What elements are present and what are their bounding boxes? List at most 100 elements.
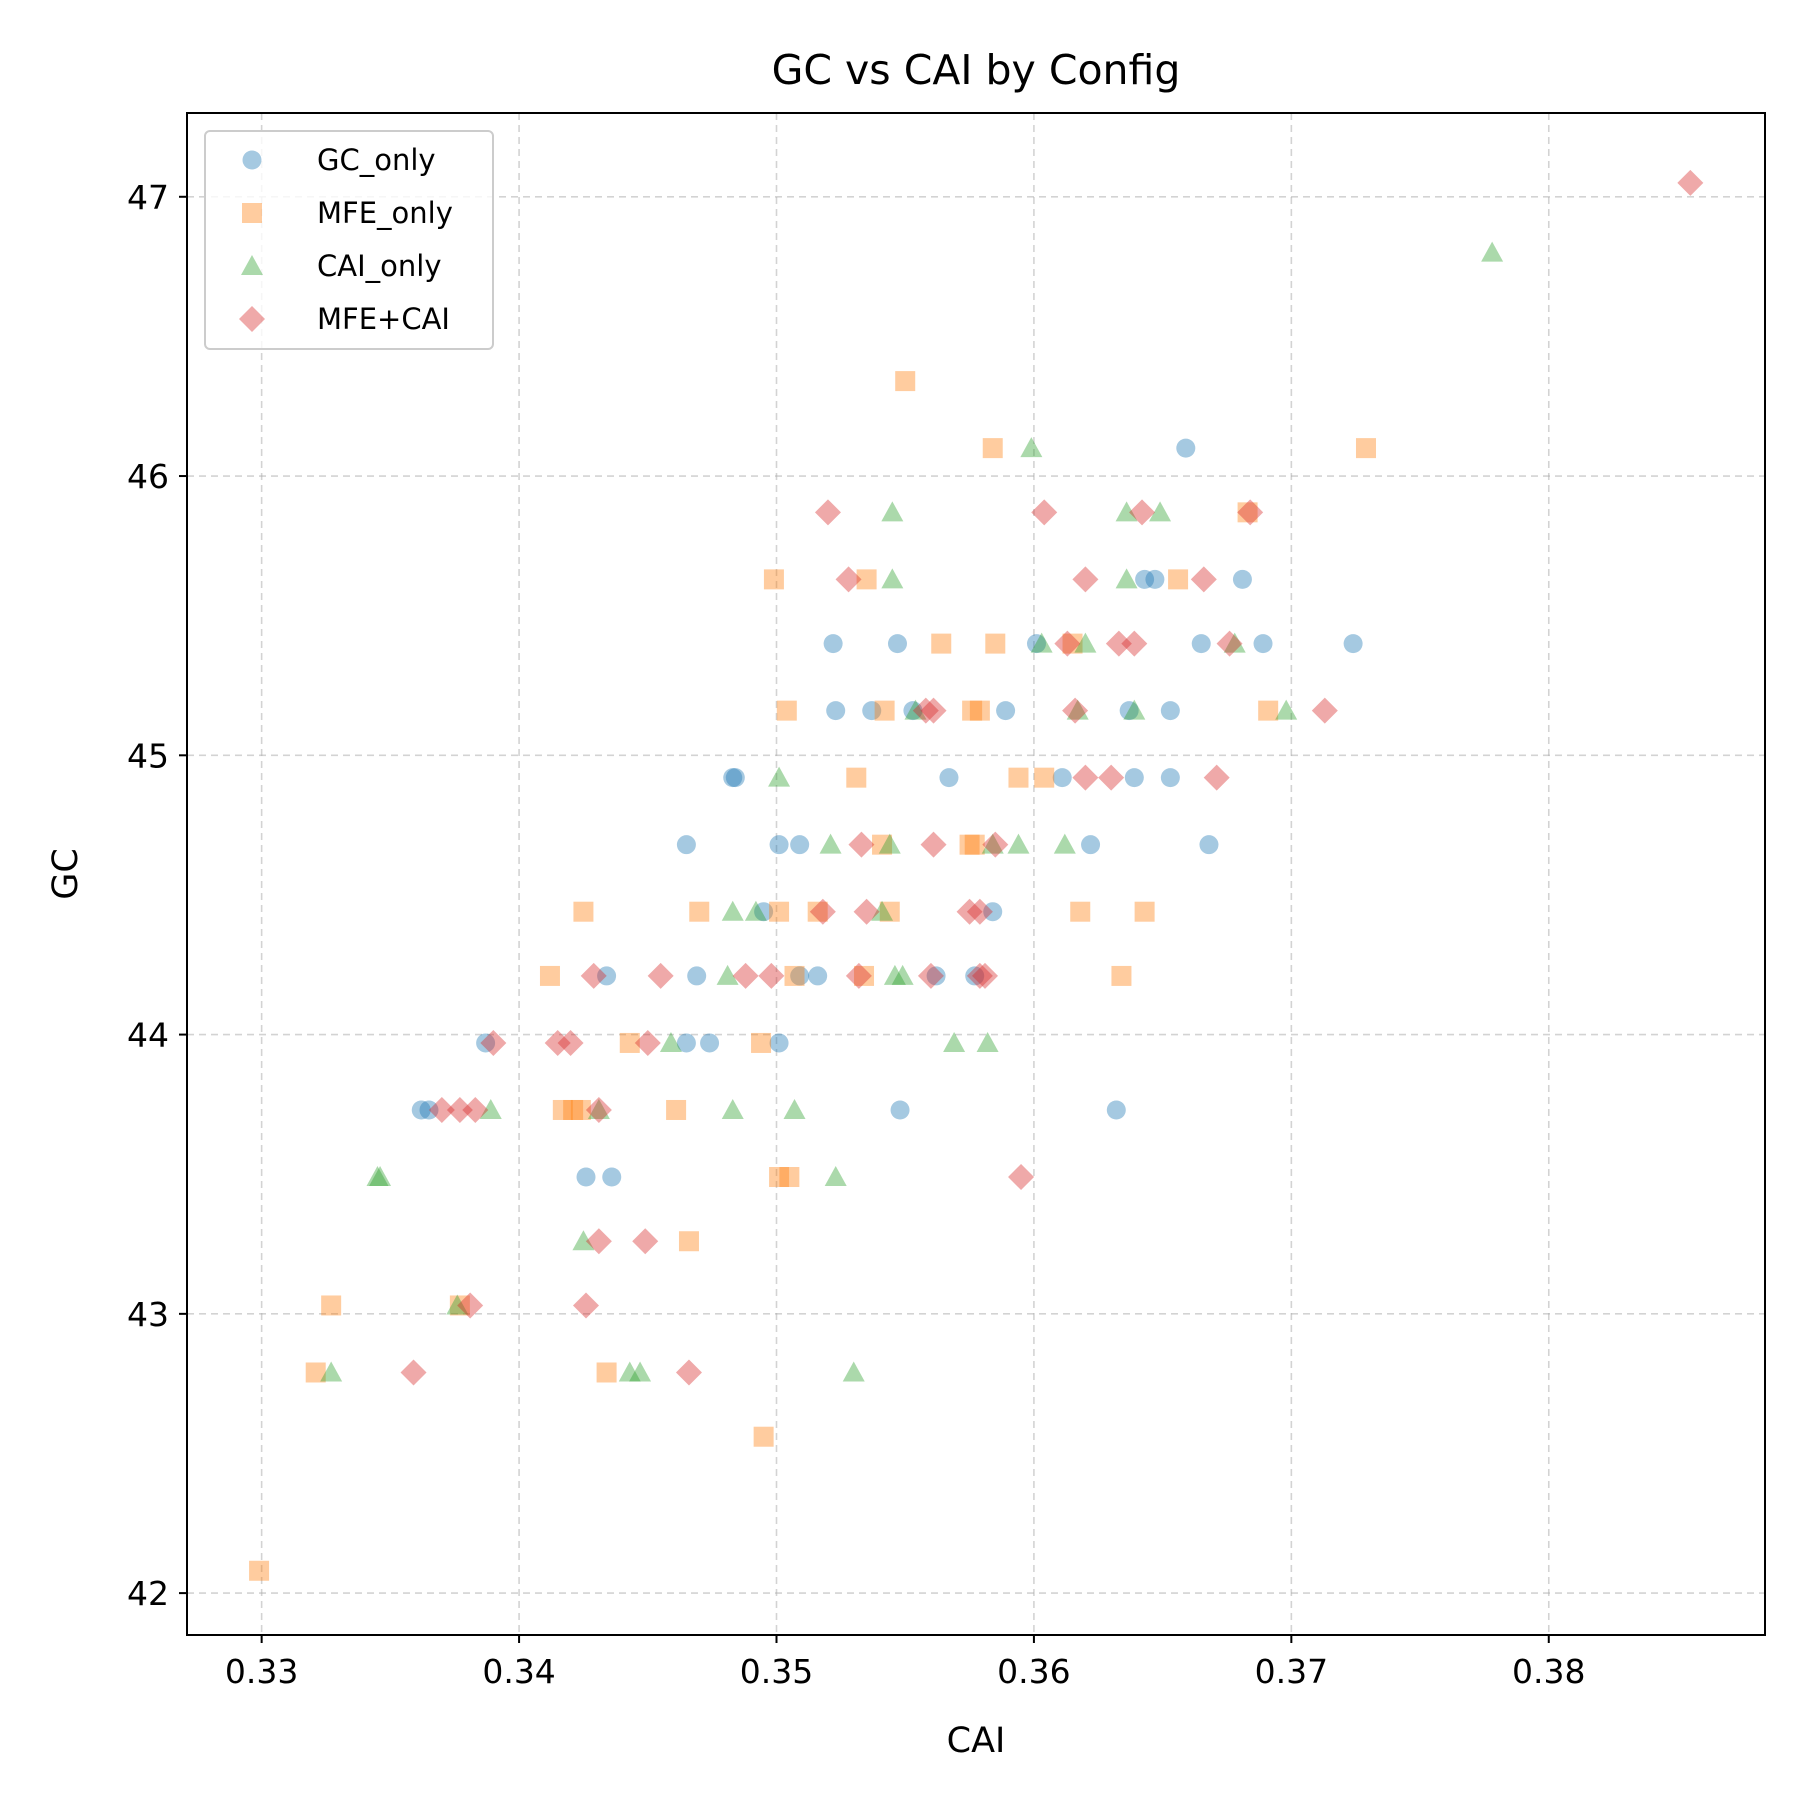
cai-only-point: [1275, 699, 1298, 720]
gc-only-point: [1160, 768, 1180, 788]
gc-only-point: [1191, 634, 1211, 654]
cai-only-point: [744, 900, 767, 921]
legend-marker-mfe-only: [242, 203, 262, 223]
gc-only-point: [602, 1167, 622, 1187]
mfe-cai-point: [920, 831, 947, 858]
mfe-cai-point: [1072, 566, 1099, 593]
gc-only-point: [1145, 569, 1165, 589]
gc-only-point: [769, 835, 789, 855]
cai-only-point: [572, 1230, 595, 1251]
cai-only-point: [1074, 632, 1097, 653]
mfe-only-point: [985, 633, 1006, 654]
mfe-only-point: [969, 700, 990, 721]
mfe-cai-point: [845, 962, 872, 989]
mfe-only-point: [856, 569, 877, 590]
cai-only-point: [1030, 632, 1053, 653]
cai-only-point: [587, 1098, 610, 1119]
mfe-only-point: [1355, 438, 1376, 459]
gc-only-point: [1106, 1100, 1126, 1120]
mfe-only-point: [763, 569, 784, 590]
mfe-only-point: [1034, 767, 1055, 788]
mfe-cai-point: [809, 898, 836, 925]
axis-ticks: 0.33 0.34 0.35 0.36 0.37 0.38 42 43 44 45 46 47: [127, 178, 1586, 1691]
cai-only-point: [721, 1098, 744, 1119]
gc-only-point: [887, 634, 907, 654]
legend-marker-gc-only: [242, 150, 262, 170]
mfe-only-point: [769, 901, 790, 922]
mfe-cai-point: [400, 1359, 427, 1386]
legend: GC_only MFE_only CAI_only MFE+CAI: [204, 130, 494, 350]
mfe-only-point: [854, 965, 875, 986]
x-tick-label: 0.36: [997, 1652, 1070, 1691]
legend-label-mfe-cai: MFE+CAI: [317, 302, 450, 336]
mfe-cai-point: [1677, 169, 1704, 196]
mfe-cai-point: [457, 1292, 484, 1319]
gc-only-point: [1160, 701, 1180, 721]
mfe-cai-point: [557, 1029, 584, 1056]
mfe-only-point: [570, 1099, 591, 1120]
cai-only-point: [1481, 241, 1504, 262]
mfe-cai-point: [1216, 630, 1243, 657]
gc-only-point: [723, 768, 743, 788]
mfe-cai-point: [1098, 764, 1125, 791]
mfe-only-point: [776, 700, 797, 721]
mfe-cai-point: [1105, 630, 1132, 657]
cai-only-point: [1020, 437, 1043, 458]
cai-only-point: [1115, 568, 1138, 589]
x-tick-label: 0.35: [740, 1652, 813, 1691]
gc-only-point: [576, 1167, 596, 1187]
mfe-cai-point: [1062, 697, 1089, 724]
mfe-only-point: [1134, 901, 1155, 922]
mfe-cai-point: [758, 962, 785, 989]
mfe-cai-point: [972, 962, 999, 989]
cai-only-point: [1066, 699, 1089, 720]
mfe-only-point: [846, 767, 867, 788]
gc-only-point: [1343, 634, 1363, 654]
mfe-cai-point: [1121, 630, 1148, 657]
gc-only-point: [1232, 569, 1252, 589]
y-axis-label: GC: [46, 848, 86, 900]
mfe-cai-point: [956, 898, 983, 925]
gc-only-point: [1199, 835, 1219, 855]
gc-only-point: [676, 835, 696, 855]
gc-only-point: [862, 701, 882, 721]
mfe-cai-point: [647, 962, 674, 989]
gc-only-point: [676, 1033, 696, 1053]
mfe-only-point: [784, 965, 805, 986]
legend-marker-mfe-cai: [239, 306, 265, 332]
data-points: [249, 169, 1704, 1581]
cai-only-point: [320, 1361, 343, 1382]
mfe-cai-point: [585, 1228, 612, 1255]
mfe-only-point: [619, 1032, 640, 1053]
mfe-only-point: [1070, 901, 1091, 922]
gc-only-point: [1124, 768, 1144, 788]
gc-only-point: [826, 701, 846, 721]
y-tick-label: 43: [127, 1295, 169, 1334]
gc-only-point: [754, 902, 774, 922]
gc-only-point: [1135, 569, 1155, 589]
y-tick-label: 47: [127, 178, 169, 217]
y-tick-label: 42: [127, 1574, 169, 1613]
gc-only-point: [823, 634, 843, 654]
mfe-cai-point: [982, 831, 1009, 858]
gc-only-point: [1253, 634, 1273, 654]
mfe-only-point: [1237, 502, 1258, 523]
chart-title: GC vs CAI by Config: [772, 46, 1181, 94]
mfe-cai-point: [1203, 764, 1230, 791]
gc-only-point: [597, 966, 617, 986]
cai-only-point: [904, 699, 927, 720]
mfe-only-point: [552, 1099, 573, 1120]
mfe-cai-point: [1129, 499, 1156, 526]
mfe-cai-point: [917, 962, 944, 989]
gc-only-point: [419, 1100, 439, 1120]
x-axis-label: CAI: [947, 1721, 1006, 1761]
cai-only-point: [1115, 501, 1138, 522]
mfe-only-point: [962, 700, 983, 721]
cai-only-point: [479, 1098, 502, 1119]
cai-only-point: [716, 964, 739, 985]
cai-only-point: [1053, 833, 1076, 854]
cai-only-point: [783, 1098, 806, 1119]
cai-only-point: [629, 1361, 652, 1382]
cai-only-point: [881, 501, 904, 522]
